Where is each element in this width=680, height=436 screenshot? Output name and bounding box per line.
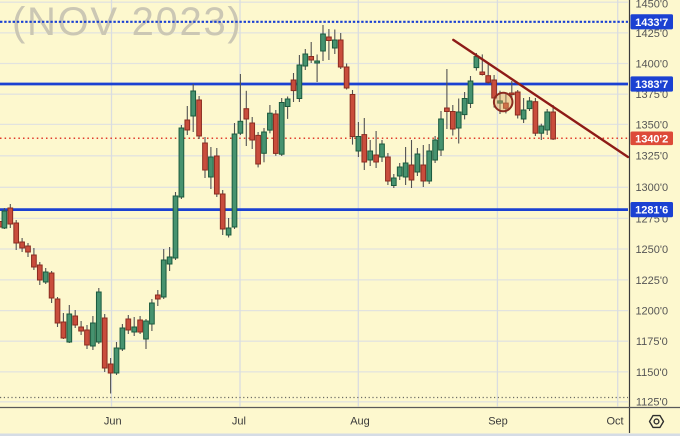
svg-text:1300'0: 1300'0: [635, 182, 668, 194]
svg-text:Sep: Sep: [488, 416, 508, 428]
svg-text:1225'0: 1225'0: [635, 275, 668, 287]
svg-text:Jun: Jun: [104, 416, 122, 428]
svg-text:Aug: Aug: [350, 416, 370, 428]
svg-text:1425'0: 1425'0: [635, 28, 668, 40]
svg-text:1450'0: 1450'0: [635, 0, 668, 10]
svg-text:1150'0: 1150'0: [636, 367, 668, 379]
svg-text:Oct: Oct: [606, 416, 623, 428]
svg-text:1350'0: 1350'0: [635, 119, 668, 131]
svg-text:1340'2: 1340'2: [635, 133, 668, 145]
svg-text:1400'0: 1400'0: [635, 58, 668, 70]
svg-text:1175'0: 1175'0: [636, 336, 668, 348]
svg-text:1325'0: 1325'0: [635, 151, 668, 163]
svg-text:1433'7: 1433'7: [635, 17, 668, 29]
svg-text:1250'0: 1250'0: [635, 244, 668, 256]
svg-text:Jul: Jul: [232, 416, 246, 428]
svg-text:1375'0: 1375'0: [635, 89, 668, 101]
svg-text:1125'0: 1125'0: [636, 397, 668, 409]
svg-text:1383'7: 1383'7: [635, 79, 668, 91]
svg-text:1281'6: 1281'6: [635, 205, 668, 217]
svg-text:1200'0: 1200'0: [635, 306, 668, 318]
